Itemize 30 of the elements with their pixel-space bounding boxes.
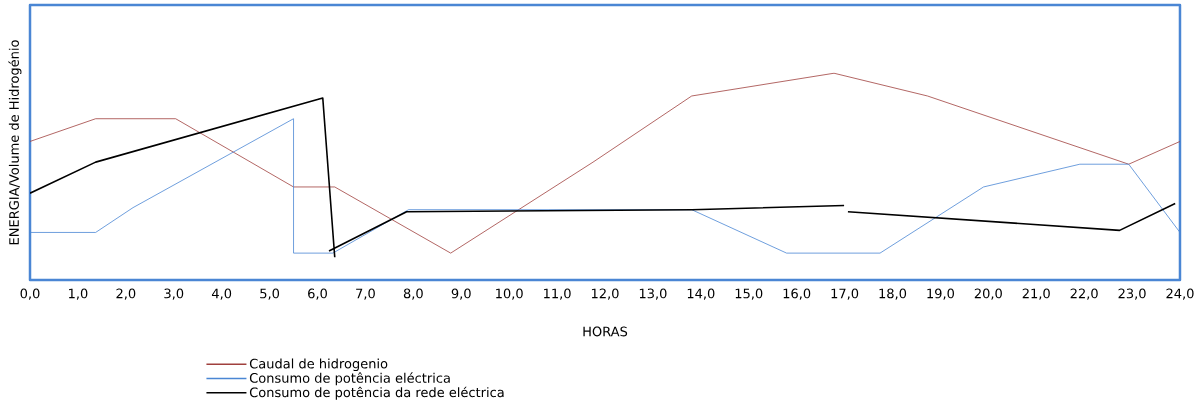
x-tick-label: 14,0 xyxy=(687,288,715,300)
legend-label: Caudal de hidrogenio xyxy=(249,358,388,372)
x-axis-title: HORAS xyxy=(583,326,628,337)
x-tick-label: 16,0 xyxy=(783,288,811,300)
x-tick-label: 7,0 xyxy=(356,288,375,300)
x-tick-label: 3,0 xyxy=(164,288,184,300)
x-tick-label: 12,0 xyxy=(591,288,619,300)
legend-label: Consumo de potência da rede eléctrica xyxy=(249,386,504,400)
x-tick-label: 9,0 xyxy=(451,288,471,300)
x-tick-label: 6,0 xyxy=(308,288,327,300)
x-tick-label: 17,0 xyxy=(831,288,859,300)
x-tick-label: 11,0 xyxy=(544,288,571,300)
x-tick-label: 18,0 xyxy=(879,288,907,300)
x-tick-label: 23,0 xyxy=(1118,288,1146,300)
x-tick-label: 4,0 xyxy=(211,288,232,300)
x-tick-label: 8,0 xyxy=(403,288,423,300)
x-tick-label: 19,0 xyxy=(927,288,954,300)
x-tick-label: 2,0 xyxy=(116,288,136,300)
x-tick-label: 20,0 xyxy=(974,288,1002,300)
x-tick-label: 5,0 xyxy=(260,288,280,300)
x-tick-label: 1,0 xyxy=(69,288,88,300)
x-tick-label: 15,0 xyxy=(735,288,763,300)
x-tick-label: 13,0 xyxy=(639,288,667,300)
x-tick-label: 10,0 xyxy=(496,288,523,300)
x-tick-label: 24,0 xyxy=(1166,288,1194,300)
y-axis-title: ENERGIA/Volume de Hidrogénio xyxy=(8,40,22,245)
x-tick-label: 21,0 xyxy=(1022,288,1050,300)
x-tick-label: 0,0 xyxy=(20,288,40,300)
x-tick-label: 22,0 xyxy=(1070,288,1098,300)
legend-label: Consumo de potência eléctrica xyxy=(249,372,450,386)
